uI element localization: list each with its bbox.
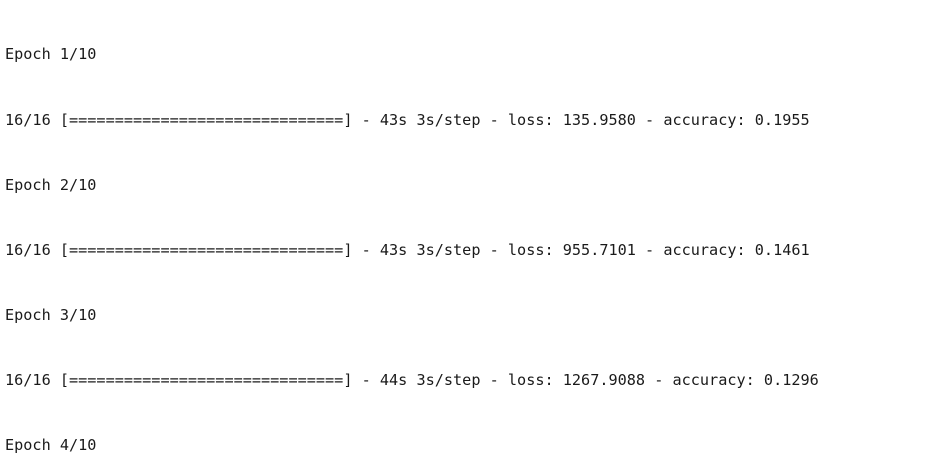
epoch-header-line: Epoch 2/10 (5, 175, 97, 194)
epoch-header-line: Epoch 3/10 (5, 305, 97, 324)
progress-line: 16/16 [==============================] -… (5, 110, 810, 129)
progress-line: 16/16 [==============================] -… (5, 370, 819, 389)
progress-line: 16/16 [==============================] -… (5, 240, 810, 259)
epoch-header-line: Epoch 4/10 (5, 435, 97, 453)
epoch-header-line: Epoch 1/10 (5, 45, 97, 64)
